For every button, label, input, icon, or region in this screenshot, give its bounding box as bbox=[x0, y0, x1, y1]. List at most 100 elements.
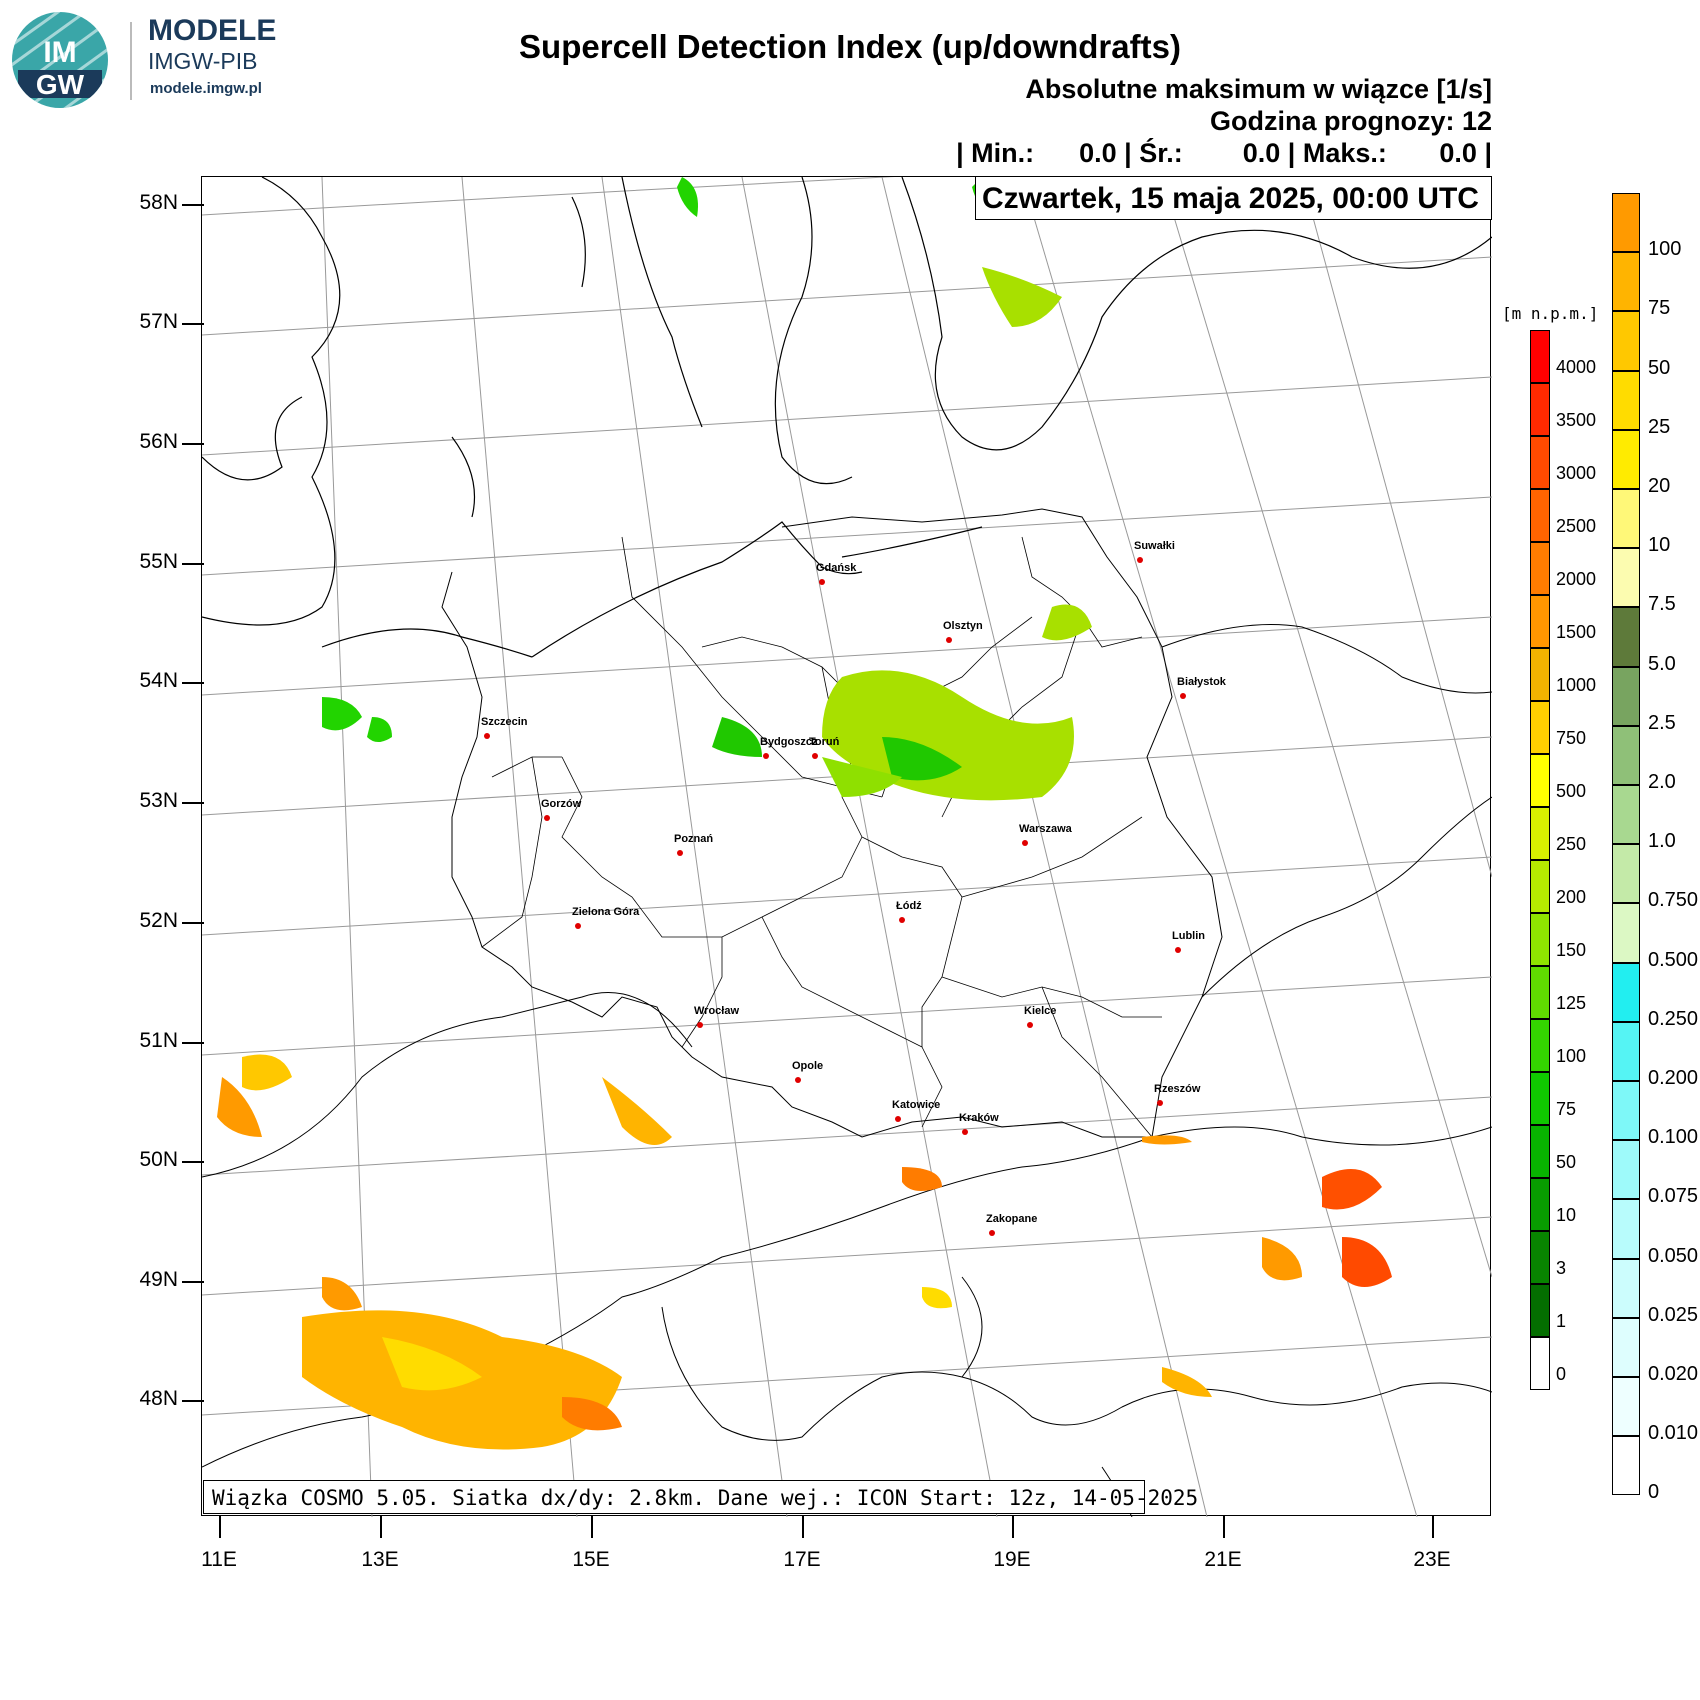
city-marker bbox=[899, 917, 905, 923]
model-info-footer: Wiązka COSMO 5.05. Siatka dx/dy: 2.8km. … bbox=[203, 1480, 1145, 1514]
elevation-swatch bbox=[1530, 542, 1550, 595]
sdi-label: 5.0 bbox=[1648, 653, 1676, 676]
sdi-label: 75 bbox=[1648, 297, 1670, 320]
sdi-label: 0.020 bbox=[1648, 1363, 1698, 1386]
city-label: Toruń bbox=[809, 736, 839, 748]
city-label: Zakopane bbox=[986, 1213, 1037, 1225]
elevation-label: 750 bbox=[1556, 728, 1586, 749]
city-marker bbox=[895, 1116, 901, 1122]
city-marker bbox=[1175, 947, 1181, 953]
elevation-swatch bbox=[1530, 1284, 1550, 1337]
city-marker bbox=[962, 1129, 968, 1135]
sdi-swatch bbox=[1612, 548, 1640, 607]
longitude-tick bbox=[380, 1516, 382, 1538]
sdi-label: 1.0 bbox=[1648, 830, 1676, 853]
latitude-tick bbox=[182, 443, 204, 445]
elevation-swatch bbox=[1530, 860, 1550, 913]
city-marker bbox=[795, 1077, 801, 1083]
sdi-swatch bbox=[1612, 726, 1640, 785]
sdi-swatch bbox=[1612, 1140, 1640, 1199]
sdi-swatch bbox=[1612, 430, 1640, 489]
sdi-swatch bbox=[1612, 667, 1640, 726]
latitude-label: 50N bbox=[139, 1148, 178, 1172]
sdi-label: 0.100 bbox=[1648, 1126, 1698, 1149]
elevation-label: 4000 bbox=[1556, 357, 1596, 378]
elevation-label: 0 bbox=[1556, 1364, 1566, 1385]
city-label: Olsztyn bbox=[943, 620, 983, 632]
elevation-swatch bbox=[1530, 1125, 1550, 1178]
elevation-swatch bbox=[1530, 1337, 1550, 1390]
elevation-swatch bbox=[1530, 913, 1550, 966]
elevation-swatch bbox=[1530, 648, 1550, 701]
city-marker bbox=[544, 815, 550, 821]
latitude-label: 57N bbox=[139, 310, 178, 334]
city-marker bbox=[697, 1022, 703, 1028]
elevation-label: 250 bbox=[1556, 834, 1586, 855]
sdi-swatch bbox=[1612, 963, 1640, 1022]
city-label: Katowice bbox=[892, 1099, 940, 1111]
latitude-tick bbox=[182, 682, 204, 684]
elevation-swatch bbox=[1530, 754, 1550, 807]
longitude-tick bbox=[1432, 1516, 1434, 1538]
city-label: Rzeszów bbox=[1154, 1083, 1200, 1095]
elevation-label: 3 bbox=[1556, 1258, 1566, 1279]
latitude-tick bbox=[182, 802, 204, 804]
sdi-label: 0.200 bbox=[1648, 1067, 1698, 1090]
sdi-swatch bbox=[1612, 785, 1640, 844]
city-marker bbox=[1022, 840, 1028, 846]
map-panel bbox=[201, 176, 1491, 1516]
city-label: Warszawa bbox=[1019, 823, 1072, 835]
latitude-tick bbox=[182, 204, 204, 206]
city-marker bbox=[1027, 1022, 1033, 1028]
sdi-label: 2.5 bbox=[1648, 712, 1676, 735]
sdi-label: 20 bbox=[1648, 475, 1670, 498]
sdi-label: 0.250 bbox=[1648, 1008, 1698, 1031]
sdi-swatch bbox=[1612, 607, 1640, 666]
sdi-label: 0.010 bbox=[1648, 1422, 1698, 1445]
elevation-unit-label: [m n.p.m.] bbox=[1502, 304, 1598, 323]
elevation-swatch bbox=[1530, 383, 1550, 436]
city-marker bbox=[677, 850, 683, 856]
elevation-label: 1000 bbox=[1556, 675, 1596, 696]
sdi-label: 25 bbox=[1648, 416, 1670, 439]
city-label: Gorzów bbox=[541, 798, 581, 810]
logo-url[interactable]: modele.imgw.pl bbox=[150, 80, 262, 97]
sdi-swatch bbox=[1612, 1377, 1640, 1436]
longitude-tick bbox=[219, 1516, 221, 1538]
city-marker bbox=[484, 733, 490, 739]
sdi-label: 100 bbox=[1648, 238, 1681, 261]
sdi-label: 0.500 bbox=[1648, 949, 1698, 972]
latitude-label: 55N bbox=[139, 550, 178, 574]
elevation-swatch bbox=[1530, 1019, 1550, 1072]
sdi-swatch bbox=[1612, 252, 1640, 311]
elevation-label: 1500 bbox=[1556, 622, 1596, 643]
city-marker bbox=[1157, 1100, 1163, 1106]
city-label: Kielce bbox=[1024, 1005, 1056, 1017]
elevation-label: 10 bbox=[1556, 1205, 1576, 1226]
sdi-swatch bbox=[1612, 1199, 1640, 1258]
elevation-label: 2500 bbox=[1556, 516, 1596, 537]
latitude-tick bbox=[182, 1400, 204, 1402]
sdi-label: 7.5 bbox=[1648, 593, 1676, 616]
longitude-label: 15E bbox=[572, 1548, 609, 1572]
elevation-swatch bbox=[1530, 330, 1550, 383]
sdi-label: 10 bbox=[1648, 534, 1670, 557]
city-marker bbox=[946, 637, 952, 643]
elevation-label: 500 bbox=[1556, 781, 1586, 802]
forecast-hour: Godzina prognozy: 12 bbox=[1210, 106, 1492, 137]
longitude-label: 23E bbox=[1413, 1548, 1450, 1572]
elevation-label: 3000 bbox=[1556, 463, 1596, 484]
latitude-label: 48N bbox=[139, 1387, 178, 1411]
longitude-tick bbox=[1223, 1516, 1225, 1538]
map-svg bbox=[202, 177, 1492, 1517]
city-label: Lublin bbox=[1172, 930, 1205, 942]
logo-badge-bottom: GW bbox=[36, 69, 85, 100]
longitude-label: 17E bbox=[783, 1548, 820, 1572]
elevation-label: 100 bbox=[1556, 1046, 1586, 1067]
latitude-tick bbox=[182, 1161, 204, 1163]
elevation-label: 3500 bbox=[1556, 410, 1596, 431]
city-label: Gdańsk bbox=[816, 562, 856, 574]
elevation-label: 125 bbox=[1556, 993, 1586, 1014]
latitude-label: 53N bbox=[139, 789, 178, 813]
city-marker bbox=[1137, 557, 1143, 563]
